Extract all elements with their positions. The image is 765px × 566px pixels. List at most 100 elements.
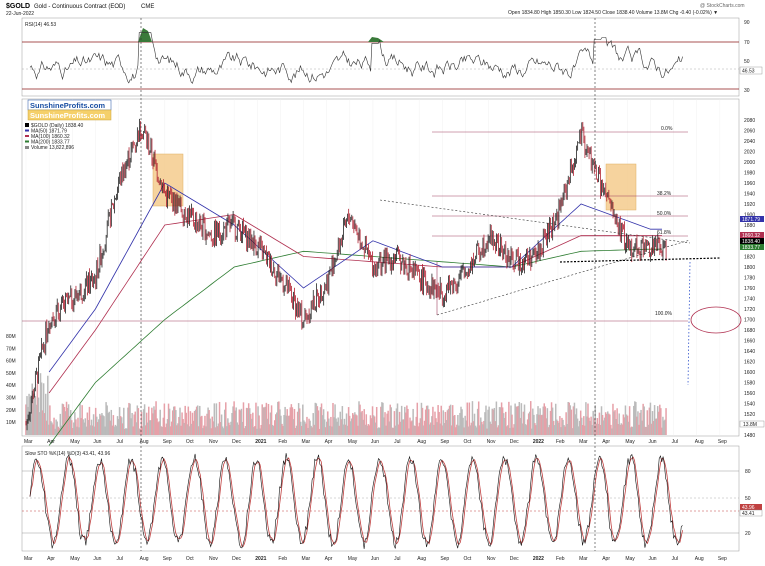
volume-bar (505, 411, 507, 435)
volume-bar (660, 408, 662, 435)
volume-bar (56, 421, 58, 435)
volume-bar (609, 414, 611, 435)
legend-ma100: MA(100) 1860.32 (31, 134, 70, 140)
volume-bar (254, 426, 256, 435)
fibonacci-levels: 0.0% 38.2% 50.0% 61.8% 100.0% (22, 126, 688, 322)
volume-bar (89, 425, 92, 435)
volume-bar (582, 424, 584, 435)
volume-bar (460, 406, 462, 435)
volume-bar (108, 411, 110, 435)
x-tick-bottom: Nov (487, 556, 496, 562)
volume-bar (384, 412, 386, 435)
rsi-tick-50: 50 (744, 59, 750, 65)
volume-bar (42, 383, 45, 435)
ma50-line (48, 182, 662, 373)
price-tick: 1520 (744, 412, 755, 418)
volume-bar (286, 409, 288, 435)
volume-bar (296, 411, 299, 435)
price-tick: 2020 (744, 150, 755, 156)
volume-bar (406, 405, 408, 435)
x-tick: Nov (209, 439, 218, 445)
volume-bar (100, 415, 102, 435)
volume-bar (218, 401, 221, 435)
volume-bar (298, 408, 301, 435)
volume-bar (46, 420, 48, 435)
volume-bar (76, 426, 78, 435)
price-tick: 1480 (744, 433, 755, 439)
volume-bar (55, 419, 57, 435)
volume-bar (386, 413, 388, 435)
volume-bar (537, 406, 539, 435)
volume-bar (385, 425, 387, 435)
x-tick-bottom: Apr (325, 556, 333, 562)
volume-bar (182, 419, 184, 435)
volume-bar (651, 411, 654, 435)
volume-tick: 60M (6, 359, 16, 365)
price-legend: $GOLD (Daily) 1838.40 MA(50) 1871.79 MA(… (25, 123, 83, 151)
volume-bar (84, 418, 87, 435)
volume-bar (653, 405, 656, 435)
x-tick-bottom: 2022 (533, 556, 544, 562)
volume-bar (625, 414, 628, 435)
volume-bar (576, 418, 579, 435)
x-tick-bottom: Jun (648, 556, 656, 562)
volume-bar (491, 408, 493, 435)
volume-bar (268, 424, 271, 435)
volume-bar (168, 408, 171, 435)
volume-bar (191, 412, 194, 435)
volume-bar (280, 415, 282, 435)
volume-bar (620, 423, 623, 435)
volume-bar (368, 425, 371, 435)
volume-bar (572, 406, 575, 435)
price-tick: 1560 (744, 391, 755, 397)
volume-bar (392, 427, 395, 435)
volume-bar (420, 402, 423, 435)
volume-bar (654, 418, 657, 435)
volume-bar (54, 428, 56, 435)
volume-bar (59, 413, 62, 435)
volume-bar (549, 410, 552, 435)
volume-bar (193, 411, 196, 435)
volume-bar (97, 422, 99, 435)
volume-bar (569, 405, 572, 435)
x-tick: Jul (394, 439, 400, 445)
volume-bar (503, 417, 506, 435)
price-tick: 1980 (744, 171, 755, 177)
volume-bar (117, 418, 120, 435)
volume-bar (178, 416, 180, 435)
volume-bar (303, 420, 305, 435)
volume-bar (502, 413, 505, 435)
x-tick: Feb (278, 439, 287, 445)
volume-bars (25, 373, 667, 435)
volume-bar (257, 406, 259, 435)
stoch-tick-80: 80 (745, 469, 751, 475)
volume-bar (61, 403, 64, 435)
volume-bar (481, 421, 483, 435)
volume-bar (594, 405, 597, 435)
volume-bar (183, 422, 185, 435)
legend-volume: Volume 13,822,896 (31, 145, 74, 151)
volume-bar (31, 383, 33, 435)
volume-bar (317, 410, 320, 435)
volume-bar (375, 406, 378, 435)
volume-tick: 70M (6, 346, 16, 352)
fib-38: 38.2% (657, 191, 672, 197)
volume-bar (321, 415, 324, 435)
volume-bar (526, 419, 529, 435)
volume-bar (244, 426, 247, 435)
volume-bar (318, 428, 321, 435)
volume-bar (238, 409, 241, 435)
volume-bar (393, 411, 396, 435)
volume-bar (557, 420, 559, 435)
ma200-line (48, 248, 662, 446)
volume-bar (602, 420, 605, 435)
volume-bar (99, 413, 101, 435)
volume-bar (631, 426, 634, 435)
volume-bar (546, 408, 549, 435)
volume-bar (506, 426, 508, 435)
volume-bar (343, 418, 346, 435)
volume-bar (340, 419, 343, 435)
volume-bar (350, 418, 353, 435)
volume-bar (106, 405, 108, 435)
volume-bar (522, 411, 525, 435)
